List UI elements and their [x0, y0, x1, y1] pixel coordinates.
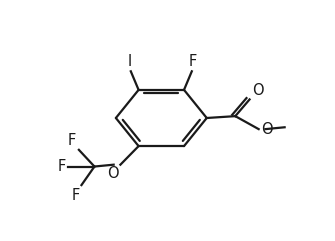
Text: F: F [58, 159, 66, 174]
Text: F: F [189, 54, 197, 68]
Text: O: O [108, 166, 119, 181]
Text: O: O [261, 122, 273, 137]
Text: I: I [127, 54, 132, 68]
Text: O: O [252, 83, 264, 98]
Text: F: F [68, 133, 76, 148]
Text: F: F [72, 188, 80, 203]
